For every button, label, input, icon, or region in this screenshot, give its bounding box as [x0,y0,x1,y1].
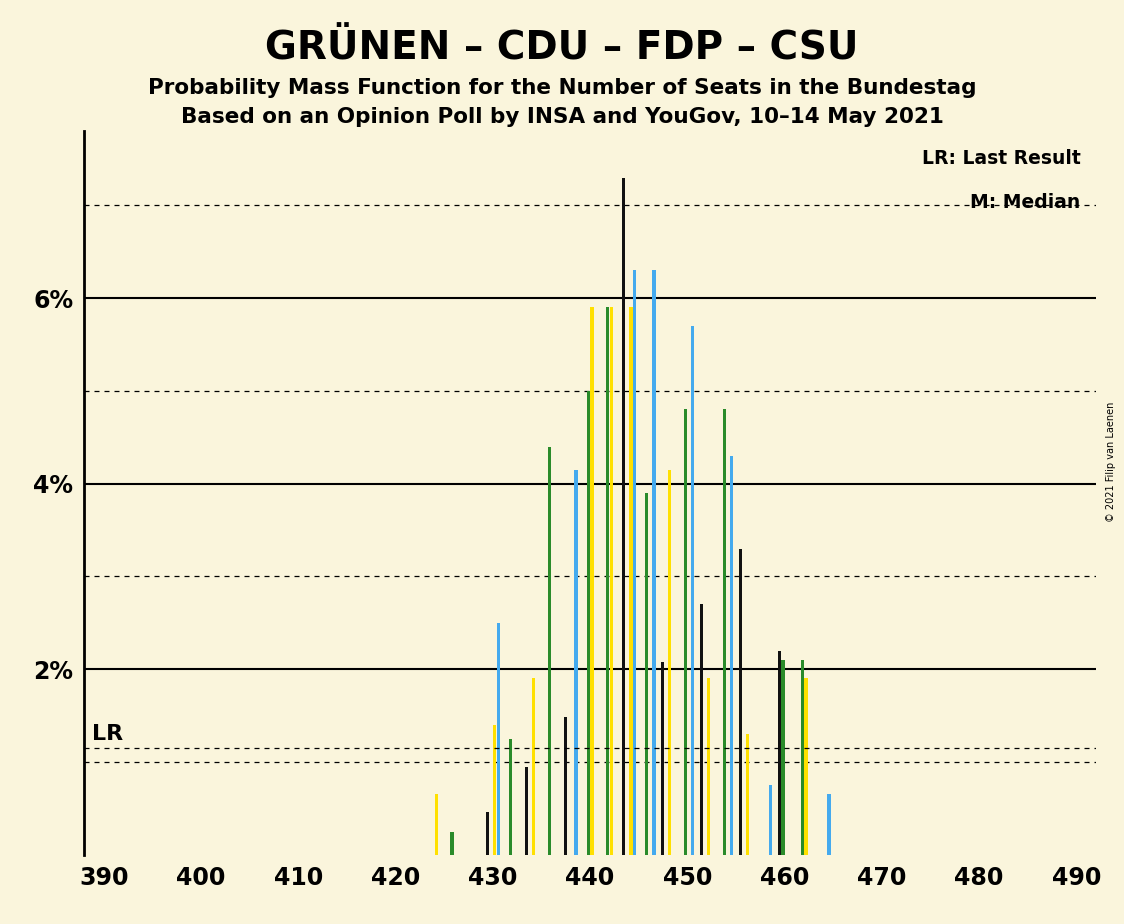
Text: Probability Mass Function for the Number of Seats in the Bundestag: Probability Mass Function for the Number… [147,78,977,98]
Bar [738,549,742,855]
Bar [691,326,695,855]
Bar [574,469,578,855]
Bar [804,678,808,855]
Bar [486,812,489,855]
Text: LR: LR [92,724,124,745]
Bar [827,795,831,855]
Bar [778,650,781,855]
Bar [746,735,750,855]
Bar [645,493,649,855]
Bar [532,678,535,855]
Bar [729,456,733,855]
Bar [451,832,454,855]
Bar [700,604,704,855]
Bar [800,660,804,855]
Bar [769,785,772,855]
Bar [525,767,528,855]
Bar [493,724,497,855]
Bar [668,469,671,855]
Bar [497,623,500,855]
Bar [547,446,551,855]
Text: LR: Last Result: LR: Last Result [922,150,1080,168]
Bar [629,308,633,855]
Bar [609,308,613,855]
Text: GRÜNEN – CDU – FDP – CSU: GRÜNEN – CDU – FDP – CSU [265,30,859,67]
Bar [781,660,785,855]
Bar [723,409,726,855]
Bar [661,662,664,855]
Text: © 2021 Filip van Laenen: © 2021 Filip van Laenen [1106,402,1115,522]
Bar [707,678,710,855]
Bar [435,795,438,855]
Bar [652,271,655,855]
Bar [622,177,625,855]
Text: Based on an Opinion Poll by INSA and YouGov, 10–14 May 2021: Based on an Opinion Poll by INSA and You… [181,107,943,128]
Bar [587,391,590,855]
Bar [590,308,593,855]
Bar [606,308,609,855]
Bar [563,717,566,855]
Bar [509,739,513,855]
Bar [633,271,636,855]
Text: M: Median: M: Median [970,193,1080,212]
Bar [683,409,687,855]
